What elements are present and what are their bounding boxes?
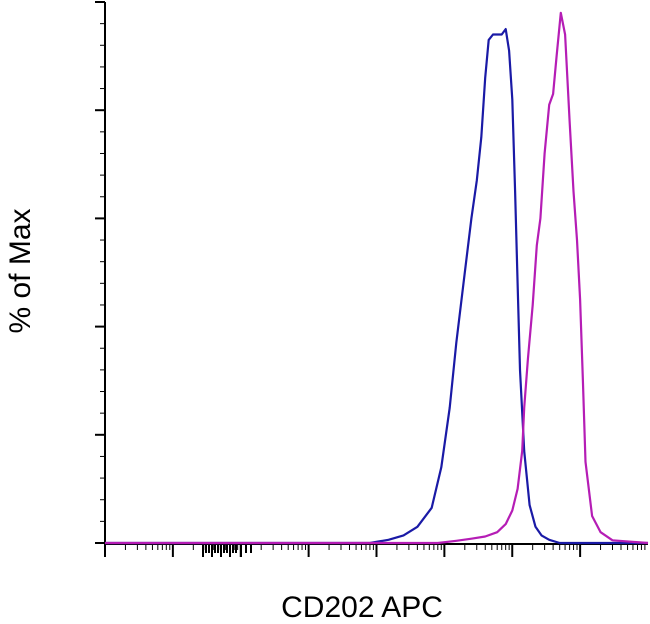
series-line-2 — [105, 11, 649, 545]
x-axis-ticks — [104, 544, 646, 557]
series-layer — [105, 11, 649, 545]
y-axis-ticks — [95, 1, 105, 544]
x-axis-title: CD202 APC — [281, 591, 443, 624]
series-line-1 — [105, 28, 648, 545]
plot-frame — [104, 2, 648, 545]
y-axis-title: % of Max — [4, 208, 37, 333]
